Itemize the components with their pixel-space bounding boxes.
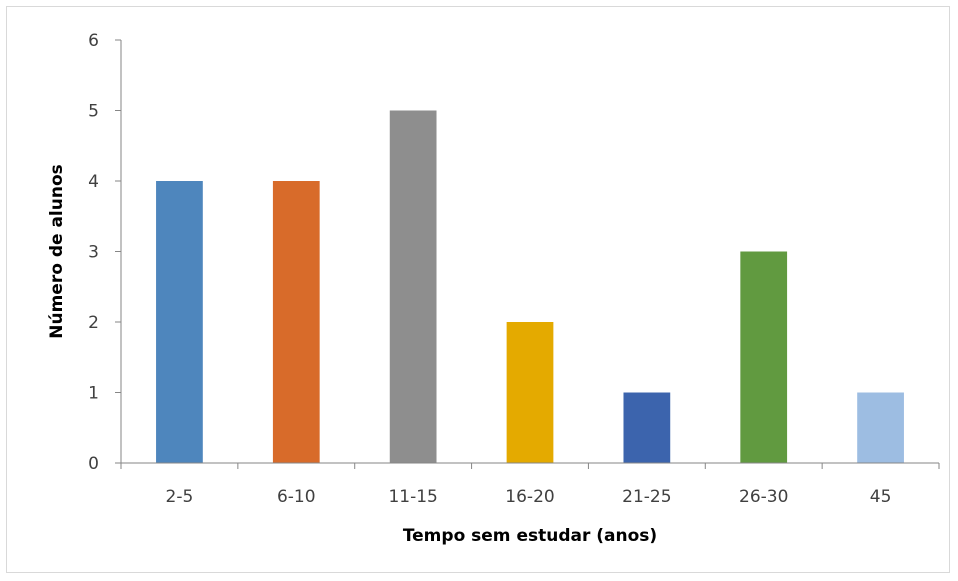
bar-26-30 [740, 251, 788, 463]
x-tick-label: 45 [870, 487, 892, 507]
y-tick-label: 1 [88, 384, 99, 404]
y-tick-label: 4 [88, 172, 99, 192]
y-tick-label: 0 [88, 454, 99, 474]
bar-21-25 [623, 392, 671, 463]
x-axis-ticks: 2-5 6-10 11-15 16-20 21-25 26-30 45 [120, 463, 940, 507]
y-tick-label: 6 [88, 31, 99, 51]
y-tick-label: 5 [88, 102, 99, 122]
y-axis-title: Número de alunos [47, 164, 67, 338]
x-tick-label: 11-15 [388, 487, 437, 507]
bar-6-10 [272, 181, 320, 463]
x-axis-title: Tempo sem estudar (anos) [403, 526, 657, 546]
bars [156, 110, 904, 463]
y-tick-label: 3 [88, 243, 99, 263]
x-tick-label: 16-20 [505, 487, 554, 507]
bar-16-20 [506, 322, 554, 463]
x-tick-label: 6-10 [277, 487, 316, 507]
bar-2-5 [156, 181, 203, 463]
x-tick-label: 2-5 [166, 487, 194, 507]
bar-45 [857, 392, 904, 463]
x-tick-label: 26-30 [739, 487, 788, 507]
x-tick-label: 21-25 [622, 487, 671, 507]
y-axis-ticks: 0 1 2 3 4 5 6 [88, 31, 121, 474]
y-tick-label: 2 [88, 313, 99, 333]
bar-11-15 [389, 110, 437, 463]
